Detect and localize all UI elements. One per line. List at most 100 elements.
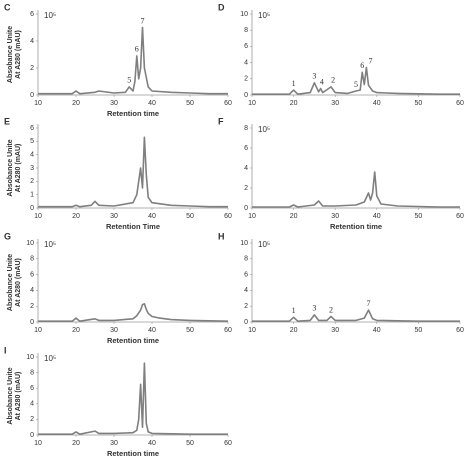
x-tick-label: 20 — [290, 100, 298, 107]
y-tick-label: 2 — [244, 76, 248, 83]
panel-letter: G — [4, 231, 11, 241]
x-tick-label: 30 — [110, 327, 118, 334]
scale-label: 10⁵ — [258, 240, 270, 249]
chromatogram-line — [252, 66, 460, 95]
chromatogram-line — [252, 309, 460, 322]
x-tick-label: 60 — [224, 100, 232, 107]
peak-label: 7 — [369, 56, 373, 65]
x-tick-label: 50 — [415, 327, 423, 334]
y-tick-label: 2 — [30, 178, 34, 185]
scale-label: 10⁵ — [258, 11, 270, 20]
x-tick-label: 10 — [248, 100, 256, 107]
peak-label: 1 — [292, 306, 296, 315]
y-tick-label: 10 — [240, 240, 248, 247]
y-tick-label: 1 — [30, 192, 34, 199]
x-tick-label: 20 — [72, 327, 80, 334]
panel-letter: F — [218, 116, 224, 126]
scale-label: 10⁵ — [44, 11, 56, 20]
y-tick-label: 4 — [244, 59, 248, 66]
peak-label: 4 — [320, 77, 324, 86]
y-axis-label: Absobance Unite — [7, 367, 14, 424]
y-tick-label: 10 — [240, 11, 248, 18]
y-tick-label: 8 — [244, 27, 248, 34]
y-axis-label: At A280 (mAU) — [15, 258, 22, 307]
x-axis-label: Retention time — [330, 222, 382, 231]
x-axis-label: Retention Time — [106, 222, 160, 231]
x-tick-label: 40 — [373, 100, 381, 107]
x-tick-label: 30 — [110, 440, 118, 447]
x-tick-label: 50 — [186, 100, 194, 107]
y-tick-label: 0 — [244, 92, 248, 99]
chromatogram-line — [252, 171, 460, 208]
chromatogram-line — [38, 303, 229, 322]
y-tick-label: 0 — [30, 205, 34, 212]
peak-label: 3 — [312, 304, 316, 313]
y-tick-label: 3 — [30, 165, 34, 172]
y-tick-label: 6 — [30, 11, 34, 18]
y-tick-label: 8 — [30, 256, 34, 263]
panel-letter: I — [4, 345, 7, 355]
panel-letter: E — [4, 116, 10, 126]
x-tick-label: 40 — [148, 440, 156, 447]
y-tick-label: 0 — [30, 432, 34, 439]
y-axis-label: Absobance Unite — [7, 254, 14, 311]
y-tick-label: 6 — [30, 271, 34, 278]
y-tick-label: 4 — [30, 401, 34, 408]
peak-label: 6 — [135, 45, 139, 54]
x-tick-label: 60 — [456, 327, 464, 334]
y-tick-label: 0 — [244, 205, 248, 212]
y-tick-label: 2 — [30, 303, 34, 310]
y-tick-label: 8 — [30, 369, 34, 376]
panel-letter: H — [218, 231, 225, 241]
x-tick-label: 40 — [148, 327, 156, 334]
x-tick-label: 60 — [456, 100, 464, 107]
x-tick-label: 40 — [373, 327, 381, 334]
peak-label: 7 — [141, 16, 145, 25]
x-tick-label: 60 — [456, 213, 464, 220]
chromatogram-line — [38, 362, 228, 435]
x-tick-label: 30 — [110, 100, 118, 107]
y-tick-label: 6 — [244, 43, 248, 50]
peak-label: 3 — [312, 72, 316, 81]
y-tick-label: 10 — [26, 354, 34, 361]
y-tick-label: 2 — [30, 65, 34, 72]
y-tick-label: 2 — [244, 185, 248, 192]
panel-letter: C — [4, 2, 11, 12]
scale-label: 10⁵ — [258, 125, 270, 134]
x-tick-label: 50 — [186, 213, 194, 220]
x-tick-label: 30 — [110, 213, 118, 220]
scale-label: 10⁵ — [44, 240, 56, 249]
x-tick-label: 30 — [331, 327, 339, 334]
x-tick-label: 20 — [72, 440, 80, 447]
panel-letter: D — [218, 2, 225, 12]
y-axis-label: Absobance Unite — [7, 26, 14, 83]
y-tick-label: 6 — [30, 125, 34, 132]
x-tick-label: 10 — [34, 440, 42, 447]
x-tick-label: 10 — [248, 327, 256, 334]
y-tick-label: 6 — [244, 271, 248, 278]
y-tick-label: 5 — [30, 138, 34, 145]
scale-label: 10⁵ — [44, 354, 56, 363]
x-tick-label: 50 — [415, 100, 423, 107]
x-axis-label: Retention time — [107, 449, 159, 458]
y-tick-label: 8 — [244, 125, 248, 132]
x-tick-label: 10 — [34, 100, 42, 107]
y-tick-label: 6 — [30, 385, 34, 392]
x-tick-label: 20 — [72, 213, 80, 220]
peak-label: 1 — [292, 79, 296, 88]
y-tick-label: 8 — [244, 256, 248, 263]
x-tick-label: 60 — [224, 213, 232, 220]
y-tick-label: 4 — [30, 152, 34, 159]
y-tick-label: 2 — [30, 416, 34, 423]
y-tick-label: 6 — [244, 145, 248, 152]
x-tick-label: 10 — [34, 213, 42, 220]
x-tick-label: 40 — [373, 213, 381, 220]
chromatogram-line — [38, 26, 228, 95]
peak-label: 7 — [366, 299, 370, 308]
x-axis-label: Retention time — [107, 336, 159, 345]
y-axis-label: At A280 (mAU) — [15, 372, 22, 421]
peak-label: 5 — [354, 80, 358, 89]
y-tick-label: 2 — [244, 303, 248, 310]
x-tick-label: 20 — [290, 327, 298, 334]
